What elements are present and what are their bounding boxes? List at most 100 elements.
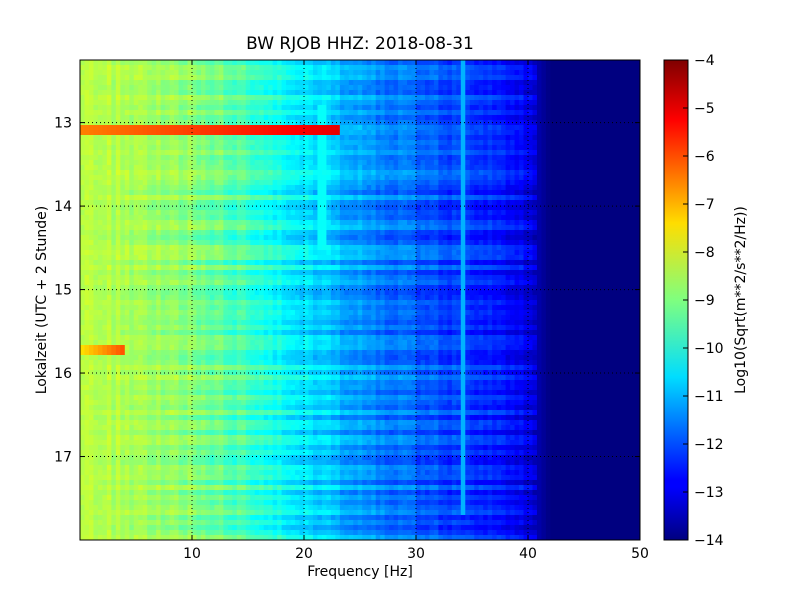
- heatmap-cell: [179, 160, 184, 166]
- heatmap-cell: [174, 195, 179, 201]
- heatmap-cell: [420, 255, 425, 261]
- heatmap-cell: [223, 235, 228, 241]
- heatmap-cell: [80, 110, 85, 116]
- heatmap-cell: [161, 105, 166, 111]
- heatmap-cell: [501, 80, 506, 86]
- heatmap-cell: [488, 190, 493, 196]
- heatmap-cell: [492, 225, 497, 231]
- heatmap-cell: [116, 230, 121, 236]
- heatmap-cell: [474, 85, 479, 91]
- heatmap-cell: [429, 250, 434, 256]
- heatmap-cell: [443, 175, 448, 181]
- heatmap-cell: [492, 70, 497, 76]
- heatmap-cell: [317, 230, 322, 236]
- heatmap-cell: [156, 90, 161, 96]
- heatmap-cell: [447, 185, 452, 191]
- heatmap-cell: [308, 235, 313, 241]
- heatmap-cell: [223, 180, 228, 186]
- heatmap-cell: [604, 210, 609, 216]
- heatmap-cell: [228, 235, 233, 241]
- heatmap-cell: [604, 195, 609, 201]
- heatmap-cell: [219, 115, 224, 121]
- heatmap-cell: [335, 95, 340, 101]
- heatmap-cell: [577, 90, 582, 96]
- heatmap-cell: [201, 245, 206, 251]
- heatmap-cell: [116, 85, 121, 91]
- heatmap-cell: [317, 150, 322, 156]
- heatmap-cell: [550, 175, 555, 181]
- heatmap-cell: [335, 100, 340, 106]
- heatmap-cell: [322, 220, 327, 226]
- heatmap-cell: [438, 170, 443, 176]
- heatmap-cell: [461, 140, 466, 146]
- heatmap-cell: [192, 165, 197, 171]
- heatmap-cell: [389, 95, 394, 101]
- heatmap-cell: [407, 190, 412, 196]
- heatmap-cell: [519, 170, 524, 176]
- heatmap-cell: [210, 215, 215, 221]
- heatmap-cell: [183, 135, 188, 141]
- heatmap-cell: [322, 190, 327, 196]
- heatmap-cell: [425, 65, 430, 71]
- heatmap-cell: [568, 75, 573, 81]
- heatmap-cell: [317, 200, 322, 206]
- heatmap-cell: [555, 80, 560, 86]
- heatmap-cell: [165, 85, 170, 91]
- heatmap-cell: [183, 200, 188, 206]
- heatmap-cell: [196, 60, 201, 66]
- heatmap-cell: [568, 130, 573, 136]
- heatmap-cell: [582, 235, 587, 241]
- heatmap-cell: [196, 210, 201, 216]
- heatmap-cell: [170, 195, 175, 201]
- heatmap-cell: [331, 95, 336, 101]
- heatmap-cell: [389, 195, 394, 201]
- heatmap-cell: [380, 215, 385, 221]
- heatmap-cell: [483, 255, 488, 261]
- heatmap-cell: [398, 145, 403, 151]
- heatmap-cell: [465, 165, 470, 171]
- heatmap-cell: [555, 120, 560, 126]
- heatmap-cell: [228, 80, 233, 86]
- heatmap-cell: [152, 100, 157, 106]
- heatmap-cell: [120, 155, 125, 161]
- heatmap-cell: [506, 210, 511, 216]
- heatmap-cell: [510, 115, 515, 121]
- heatmap-cell: [125, 195, 130, 201]
- heatmap-cell: [492, 110, 497, 116]
- heatmap-cell: [183, 245, 188, 251]
- heatmap-cell: [205, 125, 210, 131]
- heatmap-cell: [349, 115, 354, 121]
- heatmap-cell: [344, 170, 349, 176]
- heatmap-cell: [219, 140, 224, 146]
- heatmap-cell: [161, 190, 166, 196]
- heatmap-cell: [618, 225, 623, 231]
- heatmap-cell: [631, 90, 636, 96]
- heatmap-cell: [595, 230, 600, 236]
- heatmap-cell: [367, 185, 372, 191]
- heatmap-cell: [613, 200, 618, 206]
- heatmap-cell: [515, 225, 520, 231]
- heatmap-cell: [394, 150, 399, 156]
- heatmap-cell: [618, 80, 623, 86]
- heatmap-cell: [394, 170, 399, 176]
- heatmap-cell: [80, 225, 85, 231]
- heatmap-cell: [479, 210, 484, 216]
- heatmap-cell: [488, 95, 493, 101]
- heatmap-cell: [358, 90, 363, 96]
- heatmap-cell: [259, 90, 264, 96]
- heatmap-cell: [425, 175, 430, 181]
- heatmap-cell: [246, 65, 251, 71]
- heatmap-cell: [403, 125, 408, 131]
- heatmap-cell: [465, 105, 470, 111]
- heatmap-cell: [196, 150, 201, 156]
- heatmap-cell: [438, 220, 443, 226]
- heatmap-cell: [510, 85, 515, 91]
- heatmap-cell: [586, 180, 591, 186]
- heatmap-cell: [613, 75, 618, 81]
- heatmap-cell: [282, 145, 287, 151]
- heatmap-cell: [138, 210, 143, 216]
- heatmap-cell: [443, 215, 448, 221]
- heatmap-cell: [479, 160, 484, 166]
- heatmap-cell: [255, 145, 260, 151]
- heatmap-cell: [622, 185, 627, 191]
